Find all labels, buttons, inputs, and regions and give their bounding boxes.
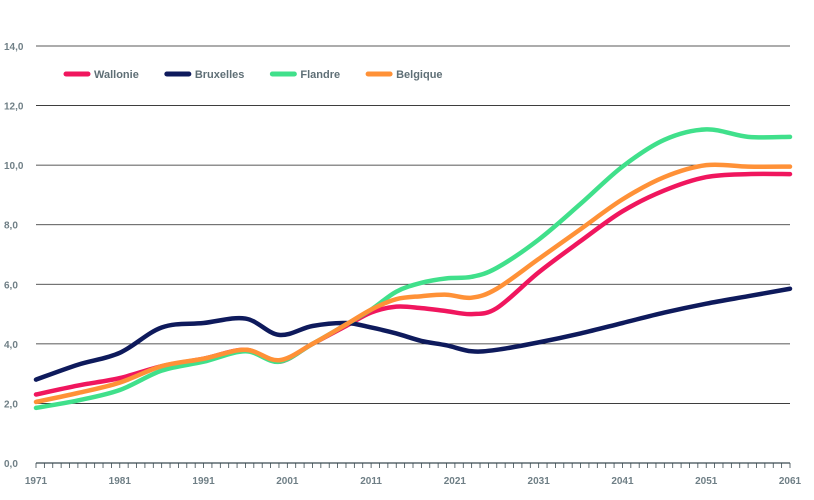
y-tick-label: 12,0 [4, 102, 24, 113]
legend-label-flandre: Flandre [300, 69, 340, 81]
y-tick-label: 0,0 [4, 459, 18, 470]
x-tick-label: 2001 [276, 476, 299, 487]
x-tick-label: 2031 [528, 476, 551, 487]
legend-label-belgique: Belgique [396, 69, 442, 81]
gridlines [36, 45, 790, 464]
legend-label-bruxelles: Bruxelles [195, 69, 245, 81]
x-tick-label: 1991 [192, 476, 215, 487]
y-tick-label: 2,0 [4, 399, 18, 410]
x-tick-label: 1971 [25, 476, 48, 487]
legend: Wallonie Bruxelles Flandre Belgique [63, 69, 443, 81]
y-tick-label: 10,0 [4, 161, 24, 172]
x-tick-label: 2041 [611, 476, 634, 487]
series-line-flandre [33, 127, 793, 411]
series-line-bruxelles [33, 286, 793, 382]
y-tick-label: 8,0 [4, 221, 18, 232]
y-axis-tick-labels: 0,0 2,0 4,0 6,0 8,0 10,0 12,0 14,0 [4, 42, 24, 470]
x-axis: 1971 1981 1991 2001 2011 2021 2031 2041 2051 2061 [25, 463, 802, 487]
x-tick-label: 2011 [360, 476, 382, 487]
y-tick-label: 14,0 [4, 42, 24, 53]
x-tick-label: 2051 [695, 476, 718, 487]
x-tick-label: 2061 [779, 476, 802, 487]
series-line-belgique [33, 162, 793, 405]
x-tick-label: 2021 [444, 476, 467, 487]
y-tick-label: 4,0 [4, 340, 18, 351]
x-tick-label: 1981 [109, 476, 132, 487]
y-tick-label: 6,0 [4, 280, 18, 291]
legend-label-wallonie: Wallonie [94, 69, 139, 81]
series-lines [33, 127, 793, 411]
